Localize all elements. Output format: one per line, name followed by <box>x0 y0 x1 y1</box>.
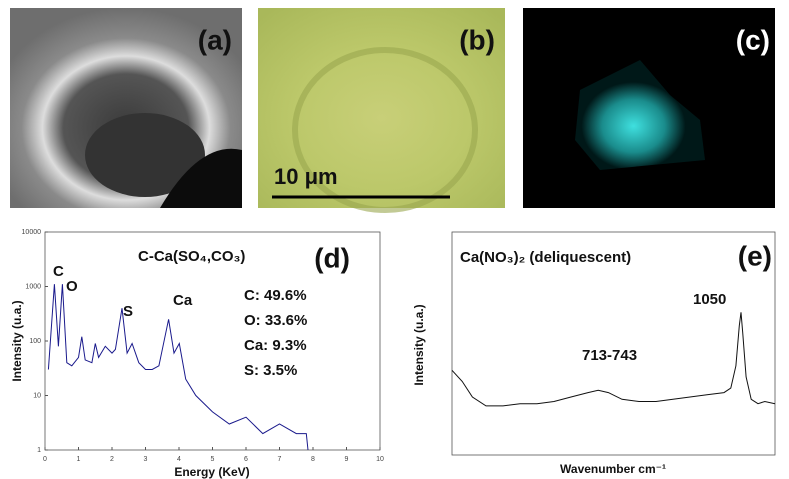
panel-a: (a) <box>10 8 242 208</box>
chart-title: C-Ca(SO₄,CO₃) <box>138 248 245 265</box>
spectrum-line <box>47 284 309 451</box>
y-tick-label: 1000 <box>25 283 41 290</box>
annotation: C <box>53 263 64 280</box>
annotation: S <box>123 303 133 320</box>
x-tick-label: 2 <box>110 456 114 463</box>
y-tick-label: 10 <box>33 392 41 399</box>
cyan-region <box>575 60 705 170</box>
annotation: O <box>66 278 78 295</box>
x-tick-label: 7 <box>278 456 282 463</box>
x-tick-label: 9 <box>345 456 349 463</box>
panel-label: (c) <box>736 24 770 55</box>
chart-d: (d) C-Ca(SO₄,CO₃) C O S Ca C: 49.6% O: 3… <box>10 242 350 479</box>
y-axis-label: Intensity (u.a.) <box>412 304 426 385</box>
panel-label: (a) <box>198 24 232 55</box>
chart-e: (e) Ca(NO₃)₂ (deliquescent) 1050 713-743… <box>412 240 772 476</box>
y-tick-label: 100 <box>29 338 41 345</box>
panel-b: 10 μm (b) <box>258 8 505 213</box>
y-axis-label: Intensity (u.a.) <box>10 300 24 381</box>
x-tick-label: 4 <box>177 456 181 463</box>
panel-c: (c) <box>523 8 775 208</box>
shadow <box>160 148 242 208</box>
scale-label: 10 μm <box>274 164 338 189</box>
y-tick-label: 10000 <box>22 229 42 236</box>
panel-label: (e) <box>738 240 772 271</box>
spectrum-line <box>451 312 776 407</box>
annotation: Ca <box>173 292 193 309</box>
chart-title: Ca(NO₃)₂ (deliquescent) <box>460 249 631 266</box>
annotation: C: 49.6% <box>244 287 307 304</box>
panel-label: (d) <box>314 242 350 273</box>
dark-core <box>85 113 205 197</box>
x-axis-label: Energy (KeV) <box>174 465 249 479</box>
annotation: Ca: 9.3% <box>244 337 307 354</box>
annotation: S: 3.5% <box>244 362 297 379</box>
plot-frame <box>451 231 776 456</box>
particle <box>292 47 478 213</box>
x-tick-label: 10 <box>376 456 384 463</box>
x-tick-label: 1 <box>77 456 81 463</box>
x-axis-label: Wavenumber cm⁻¹ <box>560 462 666 476</box>
x-tick-label: 8 <box>311 456 315 463</box>
x-tick-label: 3 <box>144 456 148 463</box>
panel-label: (b) <box>459 24 495 55</box>
x-tick-label: 0 <box>43 456 47 463</box>
annotation: O: 33.6% <box>244 312 307 329</box>
y-tick-label: 1 <box>37 447 41 454</box>
x-tick-label: 6 <box>244 456 248 463</box>
annotation: 1050 <box>693 291 726 308</box>
x-tick-label: 5 <box>211 456 215 463</box>
annotation: 713-743 <box>582 347 637 364</box>
